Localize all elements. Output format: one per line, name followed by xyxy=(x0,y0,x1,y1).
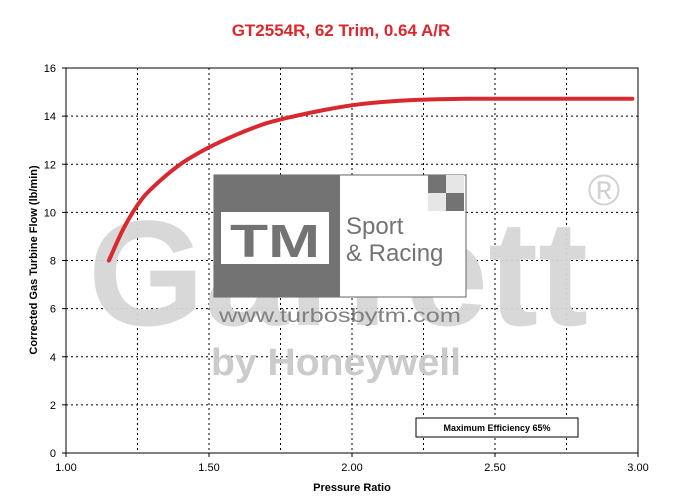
x-tick-label: 2.00 xyxy=(341,462,362,474)
y-tick-label: 6 xyxy=(50,304,56,316)
annotation: Maximum Efficiency 65% xyxy=(415,417,579,438)
x-tick-label: 1.50 xyxy=(198,462,219,474)
y-tick-label: 0 xyxy=(50,448,56,460)
y-tick-label: 4 xyxy=(50,352,56,364)
logo-url: www.turbosbytm.com xyxy=(218,306,461,327)
series-line xyxy=(106,96,635,263)
checkered-flag-icon xyxy=(428,175,464,211)
y-tick-label: 2 xyxy=(50,400,56,412)
chart-title: GT2554R, 62 Trim, 0.64 A/R xyxy=(232,21,451,40)
y-axis-title: Corrected Gas Turbine Flow (lb/min) xyxy=(28,165,40,355)
annotation-text: Maximum Efficiency 65% xyxy=(443,423,550,433)
watermark-byline: by Honeywell xyxy=(211,342,461,384)
y-tick-label: 14 xyxy=(44,111,56,123)
y-tick-label: 8 xyxy=(50,256,56,268)
x-tick-label: 1.00 xyxy=(55,462,76,474)
logo-line2: & Racing xyxy=(346,240,443,267)
y-tick-label: 16 xyxy=(44,63,56,75)
logo-line1: Sport xyxy=(346,213,404,240)
y-tick-label: 12 xyxy=(44,159,56,171)
registered-mark: ® xyxy=(588,166,620,215)
y-axis: 0 2 4 6 8 10 12 14 16 xyxy=(44,63,66,460)
series-layer xyxy=(106,96,635,263)
logo-mark: TM xyxy=(230,215,320,267)
tm-mark-box xyxy=(221,212,329,264)
x-tick-label: 3.00 xyxy=(627,462,648,474)
x-axis: 1.00 1.50 2.00 2.50 3.00 xyxy=(55,453,649,474)
x-axis-title: Pressure Ratio xyxy=(313,482,391,494)
annotation-box xyxy=(415,417,579,438)
tm-logo: TM Sport & Racing www.turbosbytm.com xyxy=(213,174,467,327)
x-tick-label: 2.50 xyxy=(484,462,505,474)
y-tick-label: 10 xyxy=(44,207,56,219)
